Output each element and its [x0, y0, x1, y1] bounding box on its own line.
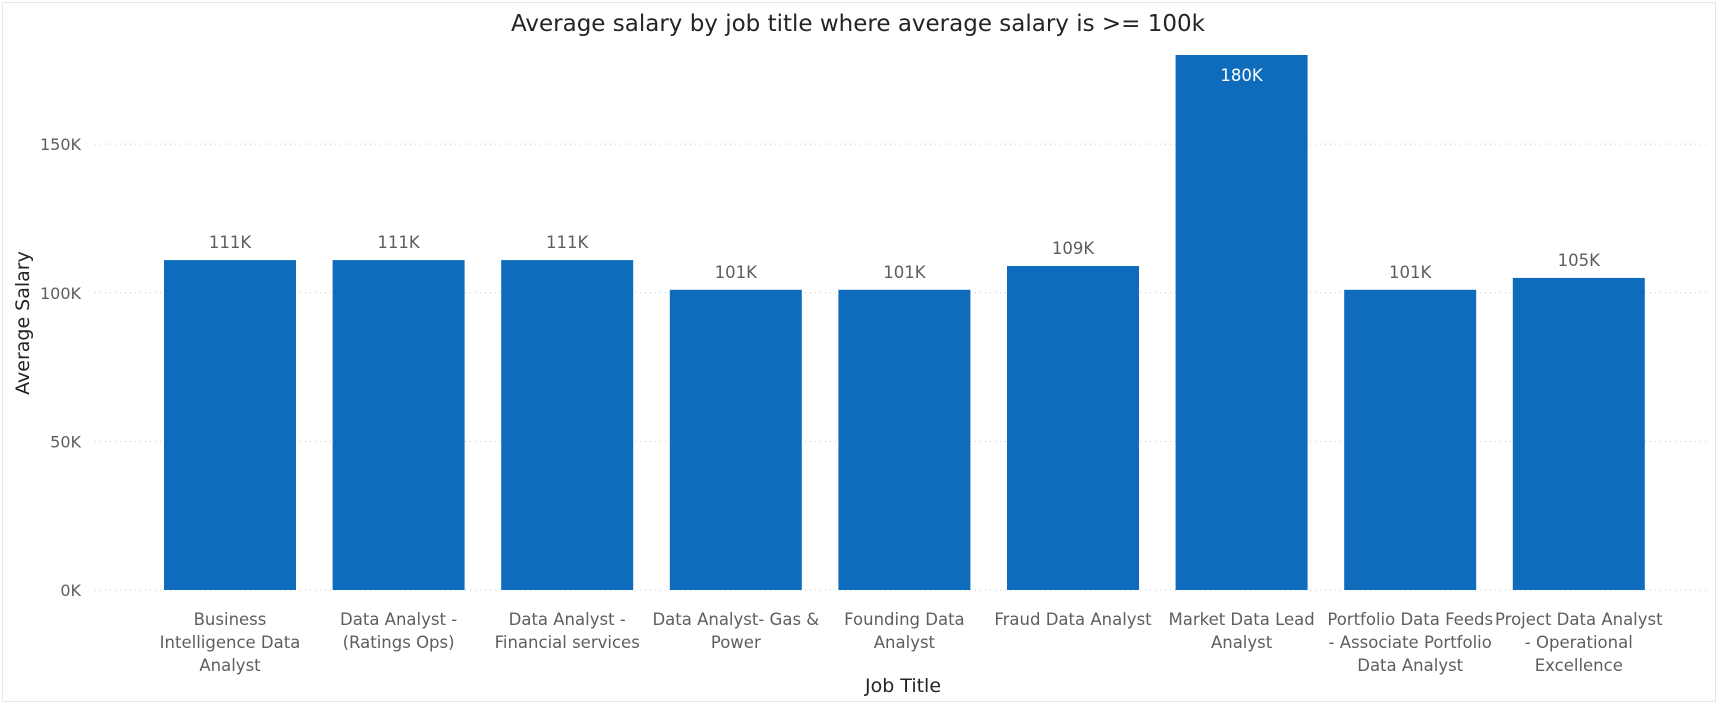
bar [1512, 277, 1645, 590]
data-label: 111K [546, 233, 589, 252]
bar [669, 289, 802, 590]
x-axis-title: Job Title [864, 675, 941, 697]
data-label: 101K [1389, 263, 1432, 282]
x-tick-label: - Associate Portfolio [1329, 633, 1492, 652]
x-tick-label: Data Analyst [1357, 656, 1463, 675]
chart-title: Average salary by job title where averag… [511, 11, 1206, 37]
bar [838, 289, 971, 590]
x-tick-label: Data Analyst- Gas & [652, 610, 819, 629]
x-tick-label: Data Analyst - [509, 610, 626, 629]
bar [164, 260, 296, 590]
bar [501, 260, 634, 590]
data-label: 180K [1220, 66, 1263, 85]
bars [164, 55, 1645, 590]
bar [332, 260, 465, 590]
data-label: 109K [1052, 239, 1095, 258]
x-tick-label: Analyst [874, 633, 936, 652]
y-tick-label: 150K [40, 135, 82, 154]
x-tick-label: Project Data Analyst [1495, 610, 1663, 629]
bar [1344, 289, 1477, 590]
x-tick-label: Market Data Lead [1168, 610, 1314, 629]
x-tick-label: Power [711, 633, 761, 652]
x-tick-label: - Operational [1525, 633, 1633, 652]
bar-chart: Average salary by job title where averag… [12, 11, 1708, 697]
x-tick-label: Data Analyst - [340, 610, 457, 629]
x-tick-label: Analyst [199, 656, 261, 675]
x-axis-categories: Business Intelligence Data Analyst Data Ana… [160, 610, 1663, 675]
data-label: 101K [883, 263, 926, 282]
x-tick-label: Excellence [1535, 656, 1623, 675]
data-labels: 111K 111K 111K 101K 101K 109K 180K 101K 105K [209, 66, 1601, 282]
x-tick-label: Analyst [1211, 633, 1273, 652]
x-tick-label: Intelligence Data [160, 633, 301, 652]
x-tick-label: Fraud Data Analyst [994, 610, 1152, 629]
data-label: 111K [209, 233, 252, 252]
data-label: 101K [715, 263, 758, 282]
y-axis-title: Average Salary [12, 251, 34, 395]
bar [1007, 266, 1139, 590]
data-label: 111K [377, 233, 420, 252]
x-tick-label: Financial services [495, 633, 640, 652]
y-axis-ticks: 0K 50K 100K 150K [40, 135, 82, 600]
data-label: 105K [1558, 251, 1601, 270]
bar [1175, 55, 1308, 590]
y-tick-label: 50K [50, 432, 81, 451]
y-tick-label: 0K [60, 581, 81, 600]
x-tick-label: (Ratings Ops) [343, 633, 455, 652]
x-tick-label: Portfolio Data Feeds [1327, 610, 1493, 629]
x-tick-label: Founding Data [844, 610, 965, 629]
y-tick-label: 100K [40, 284, 82, 303]
x-tick-label: Business [194, 610, 267, 629]
